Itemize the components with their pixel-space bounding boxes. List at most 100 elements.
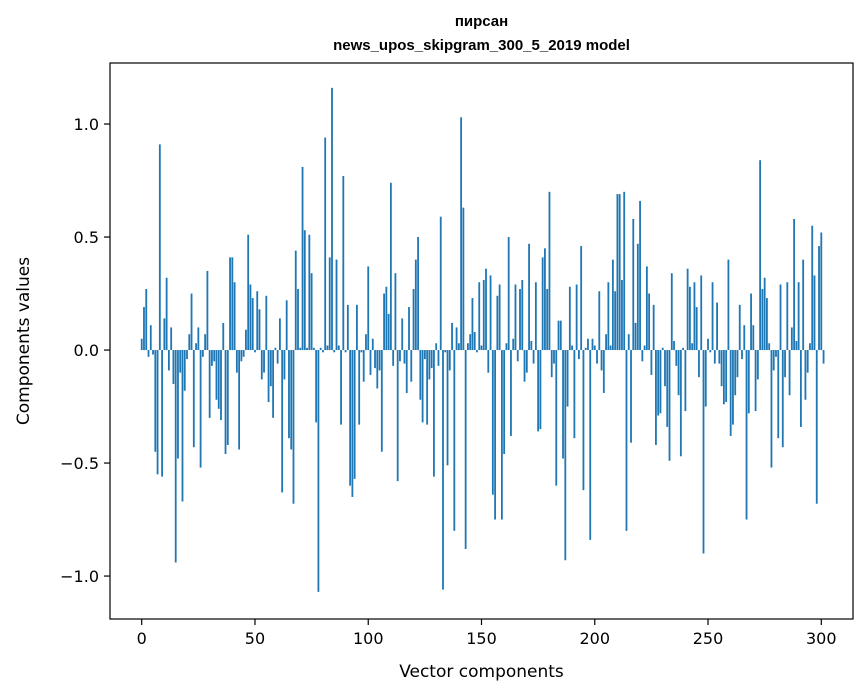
x-tick-label: 150 [466,629,497,648]
bar [668,350,671,461]
bar [541,257,544,351]
bar [743,325,746,351]
x-tick-label: 200 [579,629,610,648]
bar [242,350,245,357]
bar [487,350,490,373]
bar [759,160,762,351]
bar [795,341,798,351]
bar [254,350,256,353]
bar [578,350,580,360]
bar [707,338,709,351]
y-tick-label: 0.0 [74,341,99,360]
x-tick-label: 50 [245,629,265,648]
y-axis-ticks: −1.0 −0.5 0.0 0.5 1.0 [60,115,110,586]
bar [186,350,188,360]
bar [410,350,413,382]
bar [523,350,526,382]
bar [747,350,750,414]
bar [265,295,268,351]
bar [396,350,399,482]
bar [446,350,449,466]
bar [677,350,680,396]
bar [485,268,487,351]
bar [514,284,517,351]
bar [659,350,662,414]
bar [464,350,467,549]
bar [161,350,163,477]
bar [172,350,175,384]
bar [453,350,456,531]
bar [784,350,786,378]
bar [673,341,675,351]
bar [605,334,607,351]
bar [247,234,250,351]
bar [734,350,737,396]
bar [537,350,540,432]
bar [725,350,728,403]
bar [163,318,166,351]
bar [306,347,308,351]
bar [664,350,666,387]
bar [421,350,424,423]
x-tick-label: 0 [137,629,147,648]
bar [695,307,698,351]
bar [621,279,623,351]
bar [170,327,173,351]
bar [374,350,376,369]
bar [598,291,601,351]
bar [342,176,345,351]
bar [716,302,718,351]
bar [269,350,272,387]
bar [643,345,646,351]
bar [378,350,381,371]
bar [722,350,725,405]
bar [263,350,265,373]
bar [763,277,766,351]
bar [426,350,429,425]
bar [711,282,714,351]
bar [462,207,465,351]
bar [240,350,243,362]
bar [403,350,406,364]
bar [727,259,730,351]
bar [786,282,789,351]
bar [494,350,496,520]
x-tick-label: 250 [693,629,724,648]
bar [276,350,279,364]
bar [745,350,748,520]
bar [689,286,691,351]
bar [351,350,354,497]
bar [809,343,811,351]
bar [324,137,327,351]
bar [766,298,768,351]
bar [503,350,506,455]
bar [627,334,630,351]
bar [213,350,216,362]
bar [822,350,825,364]
bar [686,268,689,351]
bar [548,191,551,351]
bar [813,275,816,351]
bar [188,334,191,351]
bar [611,259,614,351]
bar [367,266,370,351]
bar [573,350,576,439]
bar [405,350,408,393]
bar [333,350,336,353]
bar [260,350,263,380]
bar [587,338,589,351]
bar [729,350,732,436]
bar [408,307,410,351]
bar [220,350,222,421]
bar [179,350,182,373]
bar [201,350,204,357]
bar [693,282,696,351]
bar [607,282,610,351]
bar [634,322,637,351]
bar [369,350,372,375]
bar [820,232,823,351]
bar [691,343,694,351]
bar [700,275,703,351]
bar [444,350,447,353]
